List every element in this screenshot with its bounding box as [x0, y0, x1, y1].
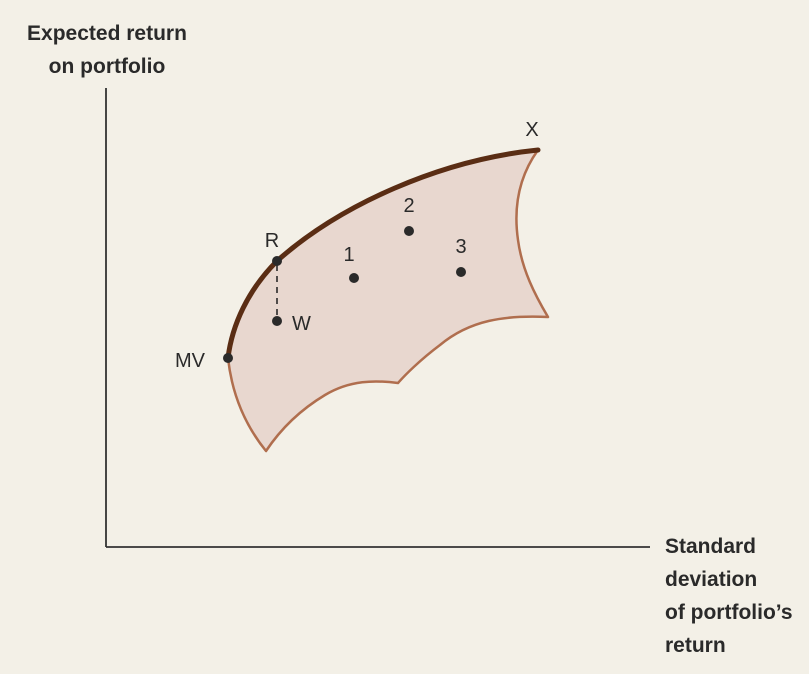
x-axis-title-line-3: of portfolio’s — [665, 601, 793, 624]
point-mv — [223, 353, 233, 363]
x-axis-title: Standard deviation of portfolio’s return — [665, 530, 793, 662]
point-3 — [456, 267, 466, 277]
x-axis-title-line-4: return — [665, 634, 726, 657]
label-mv: MV — [175, 350, 206, 372]
feasible-set-region — [226, 148, 550, 453]
point-1 — [349, 273, 359, 283]
x-axis-title-line-1: Standard — [665, 535, 757, 558]
point-2 — [404, 226, 414, 236]
point-r — [272, 256, 282, 266]
label-w: W — [292, 313, 311, 335]
y-axis-title-line-1: Expected return — [27, 22, 187, 45]
label-r: R — [265, 230, 279, 252]
label-3: 3 — [455, 236, 466, 258]
point-w — [272, 316, 282, 326]
efficient-frontier — [225, 147, 541, 361]
y-axis-title-line-2: on portfolio — [48, 55, 166, 78]
x-axis-title-line-2: deviation — [665, 568, 758, 591]
y-axis-title: Expected return on portfolio — [18, 17, 196, 83]
label-x: X — [525, 119, 538, 141]
label-2: 2 — [403, 195, 414, 217]
label-1: 1 — [343, 244, 354, 266]
